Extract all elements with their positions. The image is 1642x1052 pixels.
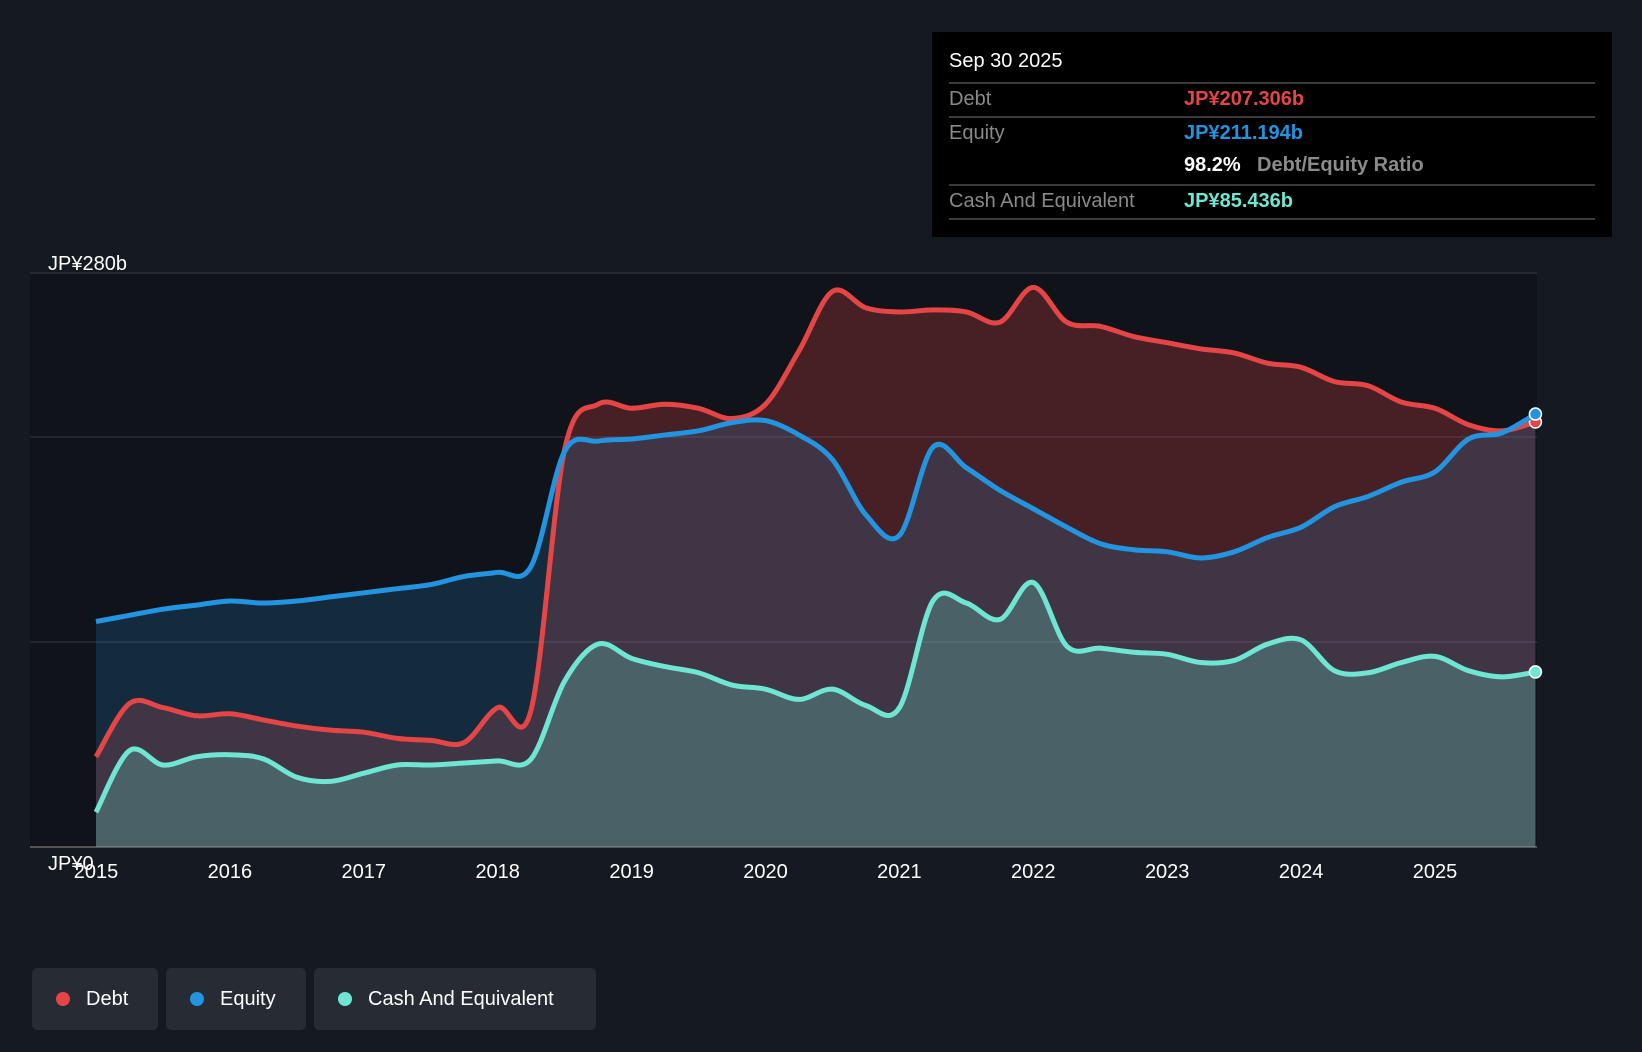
x-tick-label: 2017 (342, 861, 387, 883)
legend-debt-label: Debt (86, 987, 129, 1010)
x-tick-label: 2023 (1145, 861, 1190, 883)
equity-end-marker (1528, 407, 1543, 421)
tooltip-date: Sep 30 2025 (949, 50, 1063, 72)
x-tick-label: 2019 (609, 861, 654, 883)
x-tick-label: 2015 (74, 861, 119, 883)
tooltip-debt-row: Debt JP¥207.306b (949, 82, 1595, 116)
tooltip-debt-value: JP¥207.306b (1184, 88, 1305, 110)
x-tick-label: 2020 (743, 861, 788, 883)
cash-dot-icon (338, 992, 352, 1006)
x-tick-label: 2025 (1413, 861, 1458, 883)
tooltip-debt-label: Debt (949, 88, 992, 110)
tooltip-equity-label: Equity (949, 122, 1005, 144)
debt-dot-icon (56, 992, 70, 1006)
cash-and-equivalent-end-marker (1528, 665, 1543, 679)
legend-cash[interactable]: Cash And Equivalent (314, 968, 596, 1030)
legend-equity-label: Equity (220, 987, 276, 1010)
equity-line (95, 411, 1537, 624)
cash-and-equivalent-area (96, 582, 1536, 847)
legend-debt[interactable]: Debt (32, 968, 158, 1030)
x-tick-label: 2022 (1011, 861, 1056, 883)
y-tick-label-top: JP¥280b (48, 253, 127, 275)
plot-area (30, 273, 1537, 847)
equity-dot-icon (190, 992, 204, 1006)
tooltip-ratio-label: Debt/Equity Ratio (1257, 154, 1424, 176)
tooltip-equity-row: Equity JP¥211.194b (949, 116, 1595, 150)
tooltip-equity-value: JP¥211.194b (1184, 122, 1303, 144)
cash-and-equivalent-line (93, 580, 1536, 814)
tooltip-cash-row: Cash And Equivalent JP¥85.436b (949, 184, 1595, 220)
y-tick-label-zero: JP¥0 (48, 853, 94, 875)
x-tick-label: 2016 (208, 861, 253, 883)
tooltip-ratio-value: 98.2% (1184, 154, 1241, 176)
tooltip-ratio-row: 98.2% Debt/Equity Ratio (949, 150, 1595, 182)
tooltip-cash-value: JP¥85.436b (1184, 190, 1293, 212)
debt-area (96, 287, 1536, 848)
x-tick-label: 2018 (475, 861, 520, 883)
tooltip-cash-label: Cash And Equivalent (949, 190, 1135, 212)
equity-area (96, 414, 1536, 847)
legend-cash-label: Cash And Equivalent (368, 987, 554, 1010)
tooltip: Sep 30 2025 Debt JP¥207.306b Equity JP¥2… (932, 32, 1612, 237)
legend-equity[interactable]: Equity (166, 968, 306, 1030)
x-tick-label: 2021 (877, 861, 922, 883)
x-tick-label: 2024 (1279, 861, 1324, 883)
debt-line (93, 284, 1537, 759)
